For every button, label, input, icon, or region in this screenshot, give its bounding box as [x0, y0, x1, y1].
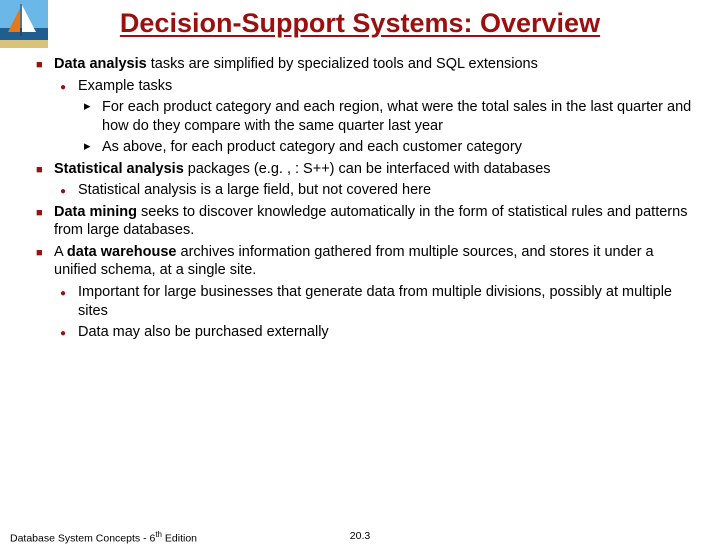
bullet-level-2: Example tasks: [60, 77, 692, 96]
slide-content: Data analysis tasks are simplified by sp…: [0, 55, 720, 342]
bullet-text: A data warehouse archives information ga…: [54, 243, 692, 280]
slide-title: Decision-Support Systems: Overview: [0, 0, 720, 55]
bullet-marker: [60, 77, 78, 96]
bullet-marker: [36, 203, 54, 240]
bullet-text: As above, for each product category and …: [102, 138, 692, 157]
bullet-level-2: Important for large businesses that gene…: [60, 283, 692, 320]
bullet-text: Example tasks: [78, 77, 692, 96]
bullet-level-2: Statistical analysis is a large field, b…: [60, 181, 692, 200]
bullet-marker: [36, 160, 54, 179]
bullet-marker: [36, 243, 54, 280]
bullet-marker: [84, 138, 102, 157]
bullet-marker: [60, 323, 78, 342]
bullet-level-1: Data mining seeks to discover knowledge …: [36, 203, 692, 240]
footer-left: Database System Concepts - 6th Edition: [10, 530, 197, 545]
bullet-text: Data may also be purchased externally: [78, 323, 692, 342]
bullet-text: Data mining seeks to discover knowledge …: [54, 203, 692, 240]
bullet-level-3: As above, for each product category and …: [84, 138, 692, 157]
bullet-text: For each product category and each regio…: [102, 98, 692, 135]
bullet-marker: [60, 283, 78, 320]
bullet-level-1: Data analysis tasks are simplified by sp…: [36, 55, 692, 74]
bullet-text: Data analysis tasks are simplified by sp…: [54, 55, 692, 74]
bullet-text: Statistical analysis is a large field, b…: [78, 181, 692, 200]
bullet-text: Statistical analysis packages (e.g. , : …: [54, 160, 692, 179]
bullet-marker: [36, 55, 54, 74]
bullet-marker: [84, 98, 102, 135]
footer-page-number: 20.3: [350, 530, 370, 542]
bullet-marker: [60, 181, 78, 200]
bullet-text: Important for large businesses that gene…: [78, 283, 692, 320]
sailboat-logo: [0, 0, 48, 48]
bullet-level-2: Data may also be purchased externally: [60, 323, 692, 342]
bullet-level-3: For each product category and each regio…: [84, 98, 692, 135]
bullet-level-1: Statistical analysis packages (e.g. , : …: [36, 160, 692, 179]
bullet-level-1: A data warehouse archives information ga…: [36, 243, 692, 280]
